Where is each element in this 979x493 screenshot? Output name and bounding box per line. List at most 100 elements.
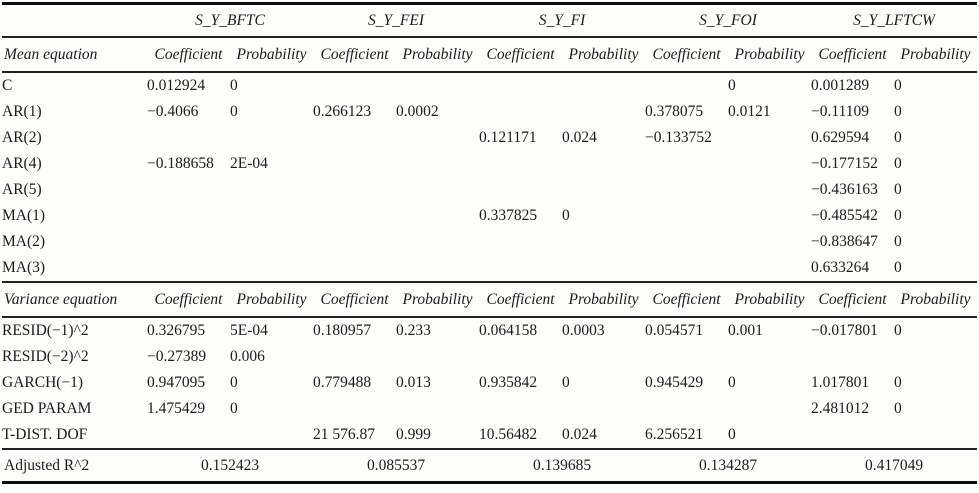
coefficient-cell xyxy=(479,396,562,422)
coefficient-cell: −0.133752 xyxy=(645,129,712,146)
probability-cell: 0.006 xyxy=(230,348,265,365)
coefficient-header: Coefficient xyxy=(320,291,389,308)
probability-cell xyxy=(728,229,811,255)
probability-cell xyxy=(728,396,811,422)
coefficient-cell: 21 576.87 xyxy=(313,426,376,443)
section-subheader-row: Mean equation Coefficient Probability Coeff… xyxy=(2,37,978,72)
table-row: AR(2) 0.121171 0.024 −0.133752 0.629594 0 xyxy=(2,125,977,151)
probability-header: Probability xyxy=(236,46,307,63)
probability-cell: 0 xyxy=(894,155,902,172)
table-row: AR(5) −0.436163 0 xyxy=(2,177,977,203)
coefficient-cell: 2.481012 xyxy=(811,400,870,417)
section-subheader-row: Variance equation Coefficient Probability C… xyxy=(2,282,978,317)
probability-header: Probability xyxy=(900,46,971,63)
coefficient-cell: −0.177152 xyxy=(811,155,878,172)
coefficient-cell: 0.266123 xyxy=(313,103,372,120)
probability-cell: 0 xyxy=(728,426,736,443)
row-label: C xyxy=(2,77,13,94)
coefficient-cell xyxy=(479,344,562,370)
coefficient-cell: 0.012924 xyxy=(147,77,206,94)
probability-cell xyxy=(728,255,811,282)
mean-equation-section: Mean equation Coefficient Probability Coeff… xyxy=(2,37,978,282)
coefficient-header: Coefficient xyxy=(818,291,887,308)
coefficient-cell: −0.436163 xyxy=(811,181,878,198)
row-label: RESID(−1)^2 xyxy=(2,322,89,339)
coefficient-cell xyxy=(645,151,728,177)
column-group-header: S_Y_LFTCW xyxy=(853,12,935,29)
probability-cell xyxy=(396,255,479,282)
column-group-header: S_Y_BFTC xyxy=(195,12,265,29)
coefficient-cell xyxy=(313,151,396,177)
coefficient-cell: −0.017801 xyxy=(811,322,878,339)
probability-cell xyxy=(728,177,811,203)
coefficient-cell xyxy=(147,125,230,151)
probability-cell: 0 xyxy=(894,129,902,146)
probability-cell: 0.001 xyxy=(728,322,763,339)
table-row: GED PARAM 1.475429 0 2.481012 0 xyxy=(2,396,977,422)
probability-cell: 0.0003 xyxy=(562,322,605,339)
coefficient-cell xyxy=(147,177,230,203)
coefficient-header: Coefficient xyxy=(154,291,223,308)
probability-cell xyxy=(396,344,479,370)
coefficient-cell: −0.4066 xyxy=(147,103,199,120)
probability-cell xyxy=(728,203,811,229)
probability-cell: 0 xyxy=(894,181,902,198)
probability-header: Probability xyxy=(236,291,307,308)
coefficient-cell xyxy=(313,125,396,151)
coefficient-cell xyxy=(313,203,396,229)
adjusted-r2-value: 0.085537 xyxy=(366,457,426,474)
row-label: MA(3) xyxy=(2,259,46,276)
coefficient-cell xyxy=(645,396,728,422)
coefficient-cell xyxy=(645,177,728,203)
adjusted-r2-label: Adjusted R^2 xyxy=(4,457,90,474)
probability-cell xyxy=(396,396,479,422)
coefficient-cell xyxy=(645,72,728,99)
probability-cell: 0 xyxy=(894,233,902,250)
coefficient-cell: 0.935842 xyxy=(479,374,538,391)
coefficient-cell xyxy=(313,255,396,282)
coefficient-header: Coefficient xyxy=(320,46,389,63)
probability-cell xyxy=(396,203,479,229)
coefficient-cell: 0.337825 xyxy=(479,207,538,224)
coefficient-cell: 0.180957 xyxy=(313,322,372,339)
coefficient-cell xyxy=(313,72,396,99)
probability-cell xyxy=(562,177,645,203)
coefficient-cell xyxy=(313,396,396,422)
table-row: MA(2) −0.838647 0 xyxy=(2,229,977,255)
coefficient-cell xyxy=(313,177,396,203)
table-row: AR(4) −0.188658 2E-04 −0.177152 0 xyxy=(2,151,977,177)
coefficient-cell: 0.947095 xyxy=(147,374,206,391)
coefficient-cell xyxy=(479,177,562,203)
coefficient-cell: 0.629594 xyxy=(811,129,870,146)
probability-cell: 0 xyxy=(894,77,902,94)
probability-cell: 0.0002 xyxy=(396,103,439,120)
coefficient-cell xyxy=(645,203,728,229)
probability-header: Probability xyxy=(402,291,473,308)
row-label: MA(2) xyxy=(2,233,46,250)
adjusted-r2-value: 0.417049 xyxy=(864,457,924,474)
probability-cell: 0 xyxy=(230,400,238,417)
probability-cell: 0.024 xyxy=(562,129,597,146)
row-label: RESID(−2)^2 xyxy=(2,348,89,365)
coefficient-cell xyxy=(479,255,562,282)
row-label: MA(1) xyxy=(2,207,46,224)
probability-cell xyxy=(396,151,479,177)
coefficient-cell: −0.27389 xyxy=(147,348,207,365)
coefficient-cell: 0.326795 xyxy=(147,322,206,339)
row-label: AR(4) xyxy=(2,155,42,172)
probability-cell xyxy=(230,255,313,282)
probability-cell: 0 xyxy=(230,103,238,120)
row-label: GARCH(−1) xyxy=(2,374,84,391)
probability-cell xyxy=(396,72,479,99)
probability-cell: 0 xyxy=(894,400,902,417)
coefficient-cell: 0.001289 xyxy=(811,77,870,94)
probability-cell: 0 xyxy=(894,103,902,120)
probability-cell: 0 xyxy=(894,207,902,224)
probability-header: Probability xyxy=(734,46,805,63)
column-group-header-row: S_Y_BFTC S_Y_FEI S_Y_FI S_Y_FOI S_Y_LFTC… xyxy=(2,4,978,37)
probability-cell xyxy=(230,203,313,229)
coefficient-cell xyxy=(147,229,230,255)
probability-cell xyxy=(728,151,811,177)
coefficient-cell: 1.017801 xyxy=(811,374,870,391)
probability-cell: 5E-04 xyxy=(230,322,268,339)
